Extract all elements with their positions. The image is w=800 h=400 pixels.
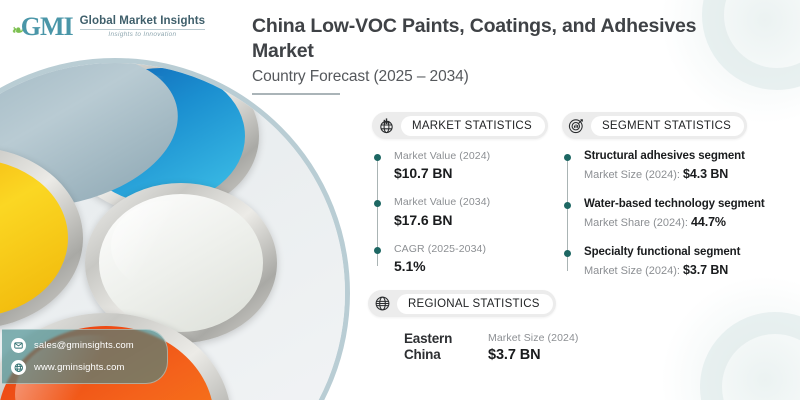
stat-value: 5.1% bbox=[394, 257, 426, 274]
segment-metric-label: Market Size (2024): bbox=[584, 168, 680, 181]
segment-statistics-list: Structural adhesives segment Market Size… bbox=[562, 149, 790, 280]
list-item: Market Value (2024) $10.7 BN bbox=[374, 149, 557, 182]
segment-metric-value: 44.7% bbox=[691, 214, 726, 229]
stat-value: $17.6 BN bbox=[394, 211, 453, 228]
globe-bar-chart-icon bbox=[376, 115, 397, 136]
page-title: China Low-VOC Paints, Coatings, and Adhe… bbox=[252, 15, 697, 62]
contact-panel: sales@gminsights.com www.gminsights.com bbox=[2, 329, 168, 384]
segment-name: Water-based technology segment bbox=[584, 197, 765, 210]
regional-statistics-body: Eastern China Market Size (2024) $3.7 BN bbox=[368, 331, 598, 365]
list-item: Structural adhesives segment Market Size… bbox=[564, 149, 790, 184]
market-statistics-header: MARKET STATISTICS bbox=[372, 112, 548, 139]
logo-mark: ❧ GMI bbox=[12, 12, 74, 41]
paint-cans-photo bbox=[0, 58, 350, 400]
stat-label: CAGR (2025-2034) bbox=[394, 242, 487, 255]
segment-statistics-panel: SEGMENT STATISTICS Structural adhesives … bbox=[562, 112, 790, 280]
leaf-icon: ❧ bbox=[12, 24, 24, 39]
region-metric-label: Market Size (2024) bbox=[488, 332, 579, 344]
photo-canvas bbox=[0, 63, 345, 400]
stat-value: $10.7 BN bbox=[394, 165, 453, 182]
can-gloss bbox=[111, 201, 221, 291]
list-item: Water-based technology segment Market Sh… bbox=[564, 197, 790, 232]
segment-metric: Market Share (2024): 44.7% bbox=[584, 213, 790, 232]
segment-statistics-header: SEGMENT STATISTICS bbox=[562, 112, 748, 139]
decorative-glow-bottom-right bbox=[660, 275, 800, 400]
title-block: China Low-VOC Paints, Coatings, and Adhe… bbox=[252, 14, 722, 95]
segment-metric: Market Size (2024): $4.3 BN bbox=[584, 165, 790, 184]
market-statistics-list: Market Value (2024) $10.7 BN Market Valu… bbox=[372, 149, 557, 275]
market-statistics-panel: MARKET STATISTICS Market Value (2024) $1… bbox=[372, 112, 557, 275]
logo-divider bbox=[79, 29, 206, 31]
logo-text: Global Market Insights Insights to Innov… bbox=[79, 15, 206, 38]
contact-email-row[interactable]: sales@gminsights.com bbox=[11, 338, 157, 353]
region-name: Eastern China bbox=[404, 331, 453, 363]
segment-metric-label: Market Share (2024): bbox=[584, 216, 688, 229]
segment-name: Specialty functional segment bbox=[584, 245, 741, 258]
regional-statistics-header: REGIONAL STATISTICS bbox=[368, 290, 556, 317]
logo-initials: GMI bbox=[20, 12, 74, 41]
globe-icon bbox=[372, 293, 393, 314]
region-metric: Market Size (2024) $3.7 BN bbox=[488, 331, 579, 365]
region-metric-value: $3.7 BN bbox=[488, 347, 541, 364]
segment-metric-label: Market Size (2024): bbox=[584, 264, 680, 277]
contact-email: sales@gminsights.com bbox=[34, 340, 134, 351]
list-item: Market Value (2034) $17.6 BN bbox=[374, 195, 557, 228]
contact-website-row[interactable]: www.gminsights.com bbox=[11, 360, 157, 375]
list-item: CAGR (2025-2034) 5.1% bbox=[374, 242, 557, 275]
stat-label: Market Value (2024) bbox=[394, 150, 491, 162]
regional-statistics-title: REGIONAL STATISTICS bbox=[397, 293, 553, 314]
page-subtitle: Country Forecast (2025 – 2034) bbox=[252, 68, 469, 86]
globe-icon bbox=[11, 360, 26, 375]
list-item: Specialty functional segment Market Size… bbox=[564, 245, 790, 280]
decorative-ring-bottom-right bbox=[700, 312, 800, 400]
gmi-logo[interactable]: ❧ GMI Global Market Insights Insights to… bbox=[12, 12, 206, 41]
title-underline bbox=[252, 93, 340, 95]
stat-label: Market Value (2034) bbox=[394, 196, 491, 209]
logo-company-name: Global Market Insights bbox=[79, 15, 206, 28]
regional-statistics-panel: REGIONAL STATISTICS Eastern China Market… bbox=[368, 290, 598, 365]
contact-website: www.gminsights.com bbox=[34, 362, 125, 373]
target-pie-chart-icon bbox=[566, 115, 587, 136]
segment-metric-value: $4.3 BN bbox=[683, 166, 729, 181]
logo-tagline: Insights to Innovation bbox=[108, 30, 177, 38]
segment-name: Structural adhesives segment bbox=[584, 150, 745, 162]
segment-metric-value: $3.7 BN bbox=[683, 262, 729, 277]
market-statistics-title: MARKET STATISTICS bbox=[401, 115, 545, 136]
segment-statistics-title: SEGMENT STATISTICS bbox=[591, 115, 745, 136]
envelope-icon bbox=[11, 338, 26, 353]
segment-metric: Market Size (2024): $3.7 BN bbox=[584, 261, 790, 280]
